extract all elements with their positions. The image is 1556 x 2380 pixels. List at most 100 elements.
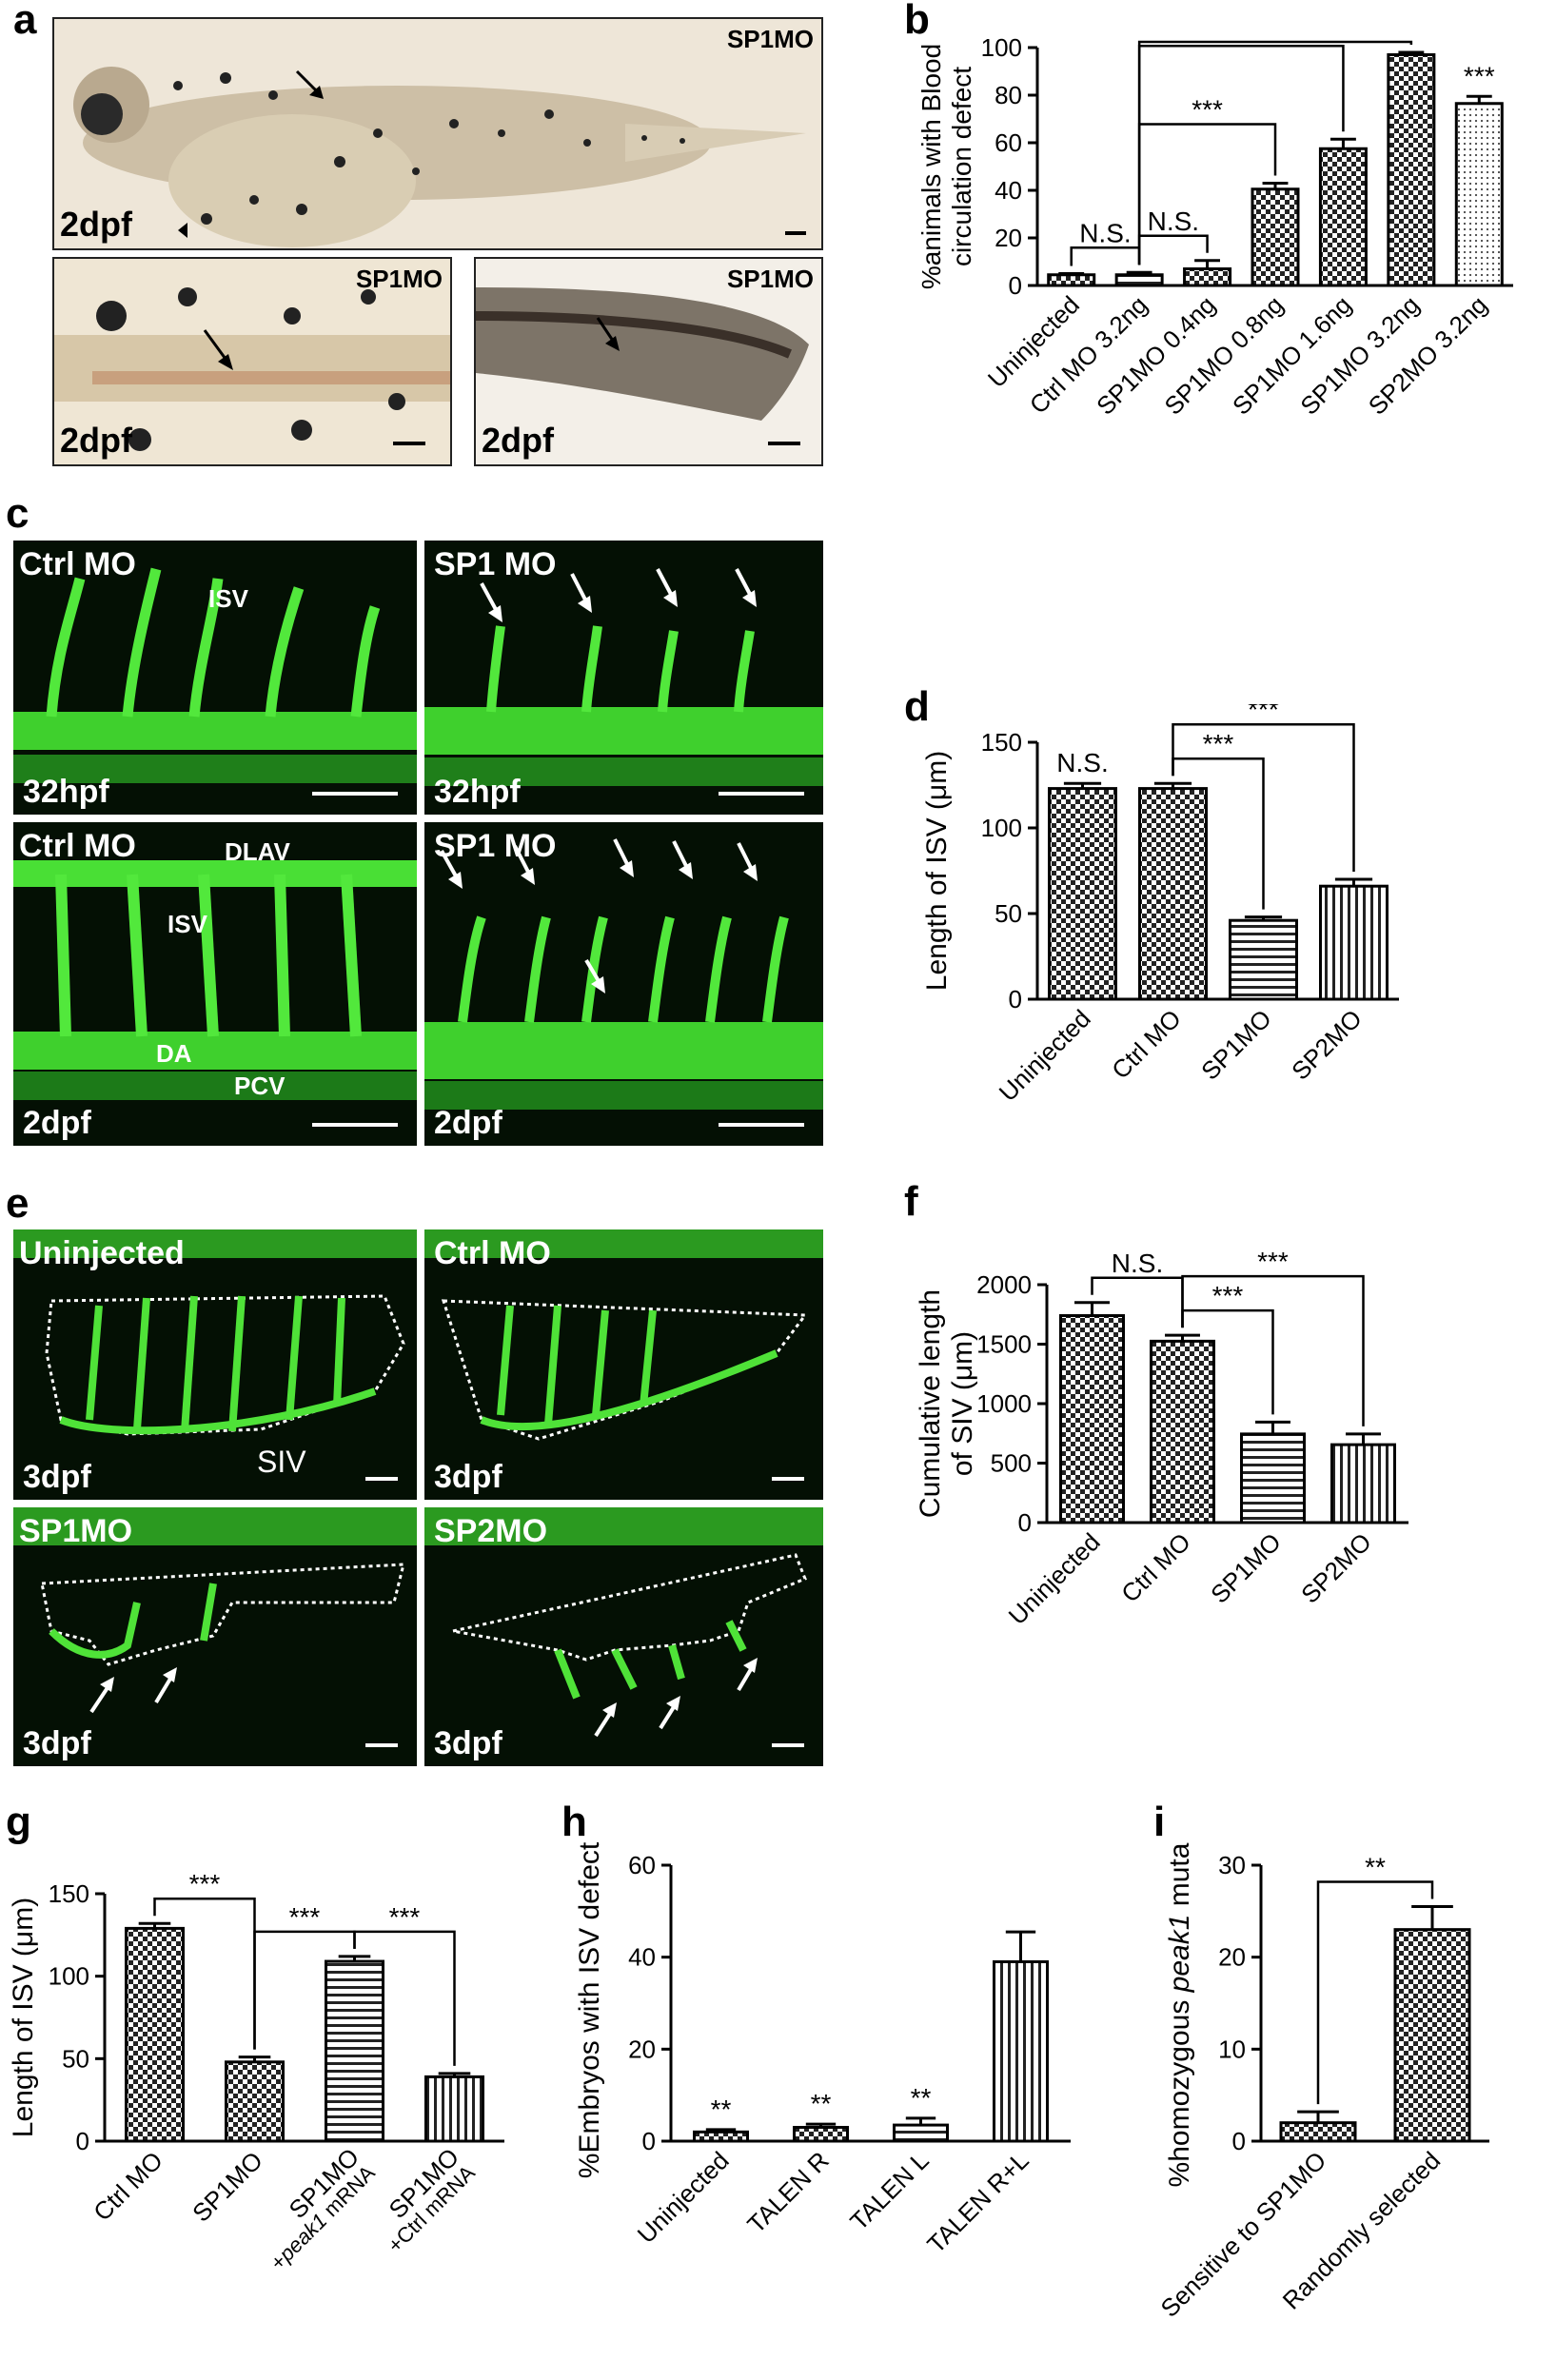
annot-pcv: PCV xyxy=(234,1072,286,1100)
annot-isv: ISV xyxy=(208,584,248,613)
x-tick-label: Ctrl MO 3.2ng xyxy=(1024,290,1153,420)
panel-label-g: g xyxy=(6,1799,31,1845)
panel-label-c: c xyxy=(6,490,30,537)
y-axis-label: %Embryos with ISV defects xyxy=(574,1841,605,2178)
bar xyxy=(1319,884,1389,1001)
x-tick-label: Uninjected xyxy=(632,2146,735,2249)
bar xyxy=(893,2123,949,2143)
annot-isv: ISV xyxy=(167,910,207,938)
significance-label: *** xyxy=(1260,38,1291,42)
image-a-main-stage: 2dpf xyxy=(60,205,132,244)
x-tick-label: SP1MO 0.8ng xyxy=(1159,290,1290,421)
y-tick-label: 60 xyxy=(628,1851,656,1879)
significance-bracket xyxy=(353,1930,456,2066)
bar xyxy=(1150,1339,1215,1524)
image-c-tl-tag: Ctrl MO xyxy=(19,546,136,582)
image-a-main: SP1MO 2dpf xyxy=(52,17,823,250)
y-tick-label: 20 xyxy=(628,2035,656,2063)
x-tick-label: Ctrl MO xyxy=(88,2146,168,2227)
y-tick-label: 10 xyxy=(1218,2035,1246,2063)
x-tick-label: SP1MO 0.4ng xyxy=(1091,290,1221,421)
image-a-right: SP1MO 2dpf xyxy=(474,257,823,466)
y-tick-label: 50 xyxy=(62,2044,89,2073)
x-tick-label: SP1MO+peak1 mRNA xyxy=(247,2142,380,2274)
significance-label: ** xyxy=(811,2089,832,2118)
significance-bracket xyxy=(1181,1274,1365,1426)
bar xyxy=(993,1960,1049,2143)
bar xyxy=(1387,53,1436,287)
image-e-bl-stage: 3dpf xyxy=(23,1725,91,1761)
x-tick-label: Ctrl MO xyxy=(1115,1527,1196,1608)
y-tick-label: 500 xyxy=(991,1449,1032,1478)
significance-label: *** xyxy=(1464,61,1495,90)
annot-da: DA xyxy=(156,1039,192,1068)
zebrafish-larva-illustration xyxy=(73,67,806,247)
image-e-tl-tag: Uninjected xyxy=(19,1235,185,1271)
x-tick-label: SP1MO xyxy=(187,2146,268,2228)
image-e-tl: Uninjected SIV 3dpf xyxy=(13,1229,417,1500)
y-tick-label: 100 xyxy=(981,814,1022,842)
bar xyxy=(424,2075,484,2143)
y-tick-label: 1500 xyxy=(976,1330,1032,1359)
image-c-bl: Ctrl MO DLAV ISV DA PCV 2dpf xyxy=(13,822,417,1146)
x-tick-label: TALEN R+L xyxy=(921,2146,1034,2258)
significance-label: *** xyxy=(1192,95,1223,125)
y-tick-label: 100 xyxy=(49,1962,89,1991)
y-tick-label: 2000 xyxy=(976,1270,1032,1299)
image-e-br-tag: SP2MO xyxy=(434,1513,548,1549)
image-e-bl-tag: SP1MO xyxy=(19,1513,133,1549)
y-tick-label: 0 xyxy=(1018,1508,1032,1537)
x-tick-label: SP2MO xyxy=(1286,1004,1368,1086)
bar xyxy=(1048,787,1117,1001)
significance-label: ** xyxy=(711,2095,732,2124)
image-e-tl-stage: 3dpf xyxy=(23,1459,91,1495)
panel-label-a: a xyxy=(13,0,37,43)
image-c-bl-stage: 2dpf xyxy=(23,1105,91,1141)
chart-f: 0 500 1000 1500 2000 Cumulative length of SIV … xyxy=(915,1247,1408,1630)
scale-bar xyxy=(719,792,804,796)
y-axis-label: %homozygous peak1 mutant xyxy=(1164,1841,1195,2187)
x-tick-label: SP1MO xyxy=(1205,1527,1287,1609)
image-c-tr-stage: 32hpf xyxy=(434,774,521,810)
significance-label: *** xyxy=(389,1902,421,1932)
bar xyxy=(1047,273,1096,287)
x-tick-label: SP2MO xyxy=(1295,1527,1377,1609)
y-tick-label: 80 xyxy=(995,81,1022,109)
y-tick-label: 20 xyxy=(995,224,1022,252)
y-axis-label: Cumulative length xyxy=(915,1289,946,1518)
image-c-br-tag: SP1 MO xyxy=(434,828,557,864)
significance-label: *** xyxy=(1257,1247,1289,1276)
arrowhead-icon xyxy=(178,223,187,238)
y-tick-label: 60 xyxy=(995,128,1022,157)
bar xyxy=(325,1959,384,2143)
bar xyxy=(1183,267,1232,287)
x-tick-label: Ctrl MO xyxy=(1106,1004,1187,1085)
scale-bar xyxy=(772,1477,804,1481)
y-tick-label: 100 xyxy=(981,38,1022,62)
significance-label: *** xyxy=(1212,1281,1244,1310)
x-tick-label: TALEN L xyxy=(844,2146,934,2235)
panel-label-e: e xyxy=(6,1180,30,1227)
image-a-right-tag: SP1MO xyxy=(726,265,814,293)
bar xyxy=(1138,787,1208,1001)
image-c-tr-tag: SP1 MO xyxy=(434,546,557,582)
image-a-left: SP1MO 2dpf xyxy=(52,257,452,466)
panel-label-h: h xyxy=(561,1799,587,1845)
y-axis-label: Length of ISV (μm) xyxy=(921,751,953,991)
scale-bar xyxy=(365,1743,398,1747)
bar xyxy=(1279,2121,1357,2143)
significance-label: N.S. xyxy=(1079,218,1131,247)
x-tick-label: SP1MO 3.2ng xyxy=(1294,290,1425,421)
x-tick-label: SP2MO 3.2ng xyxy=(1363,290,1493,421)
image-c-br-stage: 2dpf xyxy=(434,1105,502,1141)
scale-bar xyxy=(312,792,398,796)
bar xyxy=(1251,187,1300,287)
y-tick-label: 0 xyxy=(76,2127,89,2155)
x-tick-label: SP1MO xyxy=(1195,1004,1277,1086)
significance-bracket xyxy=(1172,722,1355,872)
image-c-br: SP1 MO 2dpf xyxy=(424,822,823,1146)
significance-bracket xyxy=(1316,1880,1434,2105)
significance-bracket xyxy=(1070,246,1141,266)
